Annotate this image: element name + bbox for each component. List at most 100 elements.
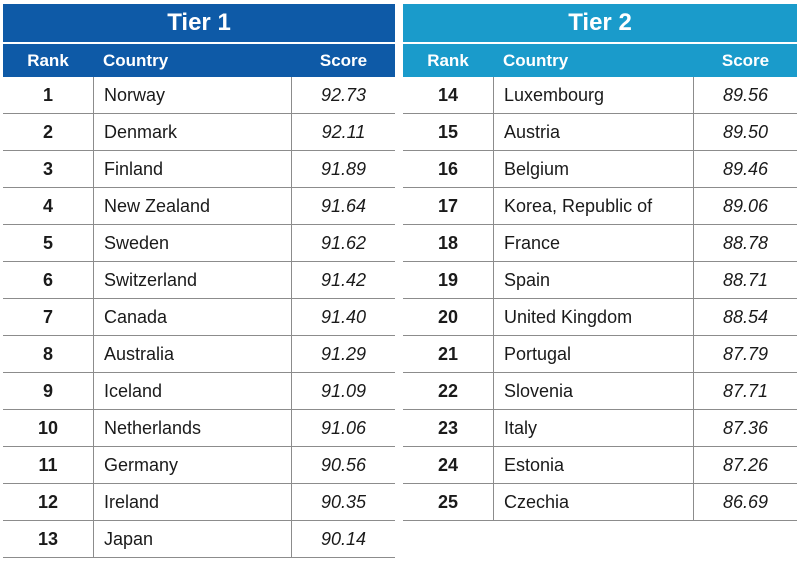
score-header: Score <box>319 51 368 70</box>
table-row: 8 Australia 91.29 <box>3 336 395 373</box>
table-row: 3 Finland 91.89 <box>3 151 395 188</box>
score-cell: 88.78 <box>722 233 769 253</box>
score-cell: 87.71 <box>722 381 769 401</box>
country-cell: Czechia <box>493 484 694 520</box>
rank-cell: 14 <box>437 85 459 105</box>
country-cell: France <box>493 225 694 261</box>
country-cell: Denmark <box>93 114 292 150</box>
table-row: 15 Austria 89.50 <box>403 114 797 151</box>
rank-cell: 21 <box>437 344 459 364</box>
score-cell: 90.35 <box>320 492 367 512</box>
country-cell: Luxembourg <box>493 77 694 113</box>
table-row: 10 Netherlands 91.06 <box>3 410 395 447</box>
rank-cell: 6 <box>42 270 53 290</box>
tier-1-table: Tier 1 Rank Country Score 1 Norway 92.73 2 D… <box>3 4 395 558</box>
score-cell: 92.73 <box>320 85 367 105</box>
rank-cell: 20 <box>437 307 459 327</box>
tier-2-title: Tier 2 <box>403 4 797 42</box>
score-cell: 91.42 <box>320 270 367 290</box>
score-cell: 88.71 <box>722 270 769 290</box>
country-cell: Switzerland <box>93 262 292 298</box>
table-row: 24 Estonia 87.26 <box>403 447 797 484</box>
table-row: 2 Denmark 92.11 <box>3 114 395 151</box>
score-cell: 91.06 <box>320 418 367 438</box>
tier-2-rows: 14 Luxembourg 89.56 15 Austria 89.50 16 Belgium… <box>403 77 797 521</box>
country-cell: Austria <box>493 114 694 150</box>
rank-header: Rank <box>27 51 69 70</box>
score-cell: 87.79 <box>722 344 769 364</box>
country-cell: United Kingdom <box>493 299 694 335</box>
rank-cell: 4 <box>42 196 53 216</box>
table-row: 1 Norway 92.73 <box>3 77 395 114</box>
country-cell: Portugal <box>493 336 694 372</box>
score-cell: 86.69 <box>722 492 769 512</box>
tier-1-rows: 1 Norway 92.73 2 Denmark 92.11 3 Finland 91.89 4 N… <box>3 77 395 558</box>
score-cell: 91.29 <box>320 344 367 364</box>
table-row: 19 Spain 88.71 <box>403 262 797 299</box>
rank-cell: 1 <box>42 85 53 105</box>
table-row: 14 Luxembourg 89.56 <box>403 77 797 114</box>
rank-cell: 13 <box>37 529 59 549</box>
table-row: 4 New Zealand 91.64 <box>3 188 395 225</box>
score-cell: 87.26 <box>722 455 769 475</box>
score-cell: 91.64 <box>320 196 367 216</box>
rank-cell: 11 <box>38 455 58 475</box>
rank-cell: 15 <box>437 122 459 142</box>
score-cell: 89.56 <box>722 85 769 105</box>
country-cell: Ireland <box>93 484 292 520</box>
rank-cell: 8 <box>42 344 53 364</box>
country-cell: Germany <box>93 447 292 483</box>
tier-1-column-header: Rank Country Score <box>3 42 395 77</box>
rank-cell: 2 <box>42 122 53 142</box>
table-row: 5 Sweden 91.62 <box>3 225 395 262</box>
rank-cell: 12 <box>37 492 59 512</box>
rank-cell: 25 <box>437 492 459 512</box>
table-row: 13 Japan 90.14 <box>3 521 395 558</box>
country-cell: Iceland <box>93 373 292 409</box>
rank-cell: 24 <box>437 455 459 475</box>
rank-cell: 23 <box>437 418 459 438</box>
country-cell: Finland <box>93 151 292 187</box>
country-cell: Korea, Republic of <box>493 188 694 224</box>
rank-cell: 7 <box>42 307 53 327</box>
score-header: Score <box>721 51 770 70</box>
table-row: 11 Germany 90.56 <box>3 447 395 484</box>
table-row: 7 Canada 91.40 <box>3 299 395 336</box>
score-cell: 88.54 <box>722 307 769 327</box>
country-cell: Italy <box>493 410 694 446</box>
table-row: 17 Korea, Republic of 89.06 <box>403 188 797 225</box>
rank-cell: 19 <box>437 270 459 290</box>
country-cell: Australia <box>93 336 292 372</box>
country-cell: Japan <box>93 521 292 557</box>
table-row: 25 Czechia 86.69 <box>403 484 797 521</box>
country-cell: Canada <box>93 299 292 335</box>
rank-cell: 5 <box>42 233 53 253</box>
table-row: 21 Portugal 87.79 <box>403 336 797 373</box>
score-cell: 91.40 <box>320 307 367 327</box>
score-cell: 90.56 <box>320 455 367 475</box>
rank-cell: 17 <box>437 196 459 216</box>
table-row: 16 Belgium 89.46 <box>403 151 797 188</box>
score-cell: 89.50 <box>722 122 769 142</box>
table-row: 23 Italy 87.36 <box>403 410 797 447</box>
country-cell: Slovenia <box>493 373 694 409</box>
country-header: Country <box>503 51 569 70</box>
country-cell: Belgium <box>493 151 694 187</box>
country-header: Country <box>103 51 169 70</box>
table-row: 6 Switzerland 91.42 <box>3 262 395 299</box>
rank-cell: 22 <box>437 381 459 401</box>
country-cell: New Zealand <box>93 188 292 224</box>
rank-cell: 10 <box>37 418 59 438</box>
country-cell: Estonia <box>493 447 694 483</box>
tier-2-table: Tier 2 Rank Country Score 14 Luxembourg 89… <box>403 4 797 521</box>
rank-cell: 18 <box>437 233 459 253</box>
country-cell: Spain <box>493 262 694 298</box>
table-row: 18 France 88.78 <box>403 225 797 262</box>
table-row: 12 Ireland 90.35 <box>3 484 395 521</box>
table-row: 9 Iceland 91.09 <box>3 373 395 410</box>
score-cell: 89.46 <box>722 159 769 179</box>
score-cell: 91.89 <box>320 159 367 179</box>
country-cell: Netherlands <box>93 410 292 446</box>
score-cell: 87.36 <box>722 418 769 438</box>
score-cell: 89.06 <box>722 196 769 216</box>
